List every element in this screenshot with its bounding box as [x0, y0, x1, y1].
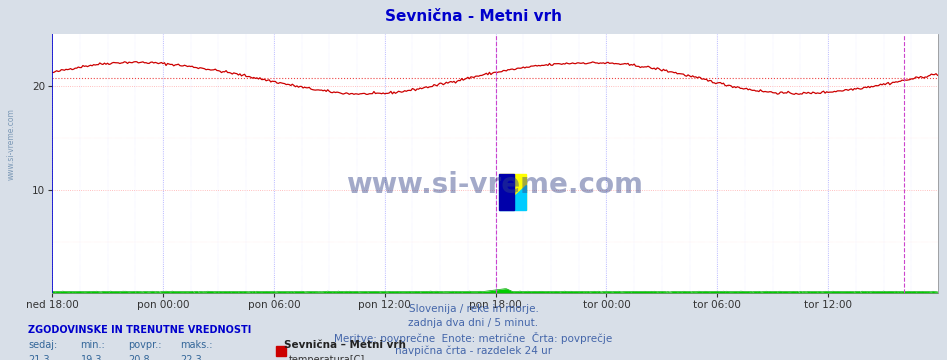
Text: sedaj:: sedaj:: [28, 340, 58, 350]
Text: 21,3: 21,3: [28, 355, 50, 360]
Text: www.si-vreme.com: www.si-vreme.com: [7, 108, 16, 180]
Text: povpr.:: povpr.:: [128, 340, 161, 350]
Text: temperatura[C]: temperatura[C]: [289, 355, 366, 360]
Text: Meritve: povprečne  Enote: metrične  Črta: povprečje: Meritve: povprečne Enote: metrične Črta:…: [334, 332, 613, 343]
Text: 19,3: 19,3: [80, 355, 102, 360]
Text: www.si-vreme.com: www.si-vreme.com: [347, 171, 643, 198]
Text: Slovenija / reke in morje.: Slovenija / reke in morje.: [408, 304, 539, 314]
Text: maks.:: maks.:: [180, 340, 212, 350]
Text: Sevnična - Metni vrh: Sevnična - Metni vrh: [385, 9, 562, 24]
Text: 22,3: 22,3: [180, 355, 202, 360]
Text: 20,8: 20,8: [128, 355, 150, 360]
Polygon shape: [499, 185, 527, 211]
Text: zadnja dva dni / 5 minut.: zadnja dva dni / 5 minut.: [408, 318, 539, 328]
Text: navpična črta - razdelek 24 ur: navpična črta - razdelek 24 ur: [395, 345, 552, 356]
Polygon shape: [499, 174, 527, 211]
Bar: [499, 174, 514, 211]
Text: min.:: min.:: [80, 340, 105, 350]
Text: ZGODOVINSKE IN TRENUTNE VREDNOSTI: ZGODOVINSKE IN TRENUTNE VREDNOSTI: [28, 325, 252, 335]
Text: Sevnična – Metni vrh: Sevnična – Metni vrh: [284, 340, 406, 350]
